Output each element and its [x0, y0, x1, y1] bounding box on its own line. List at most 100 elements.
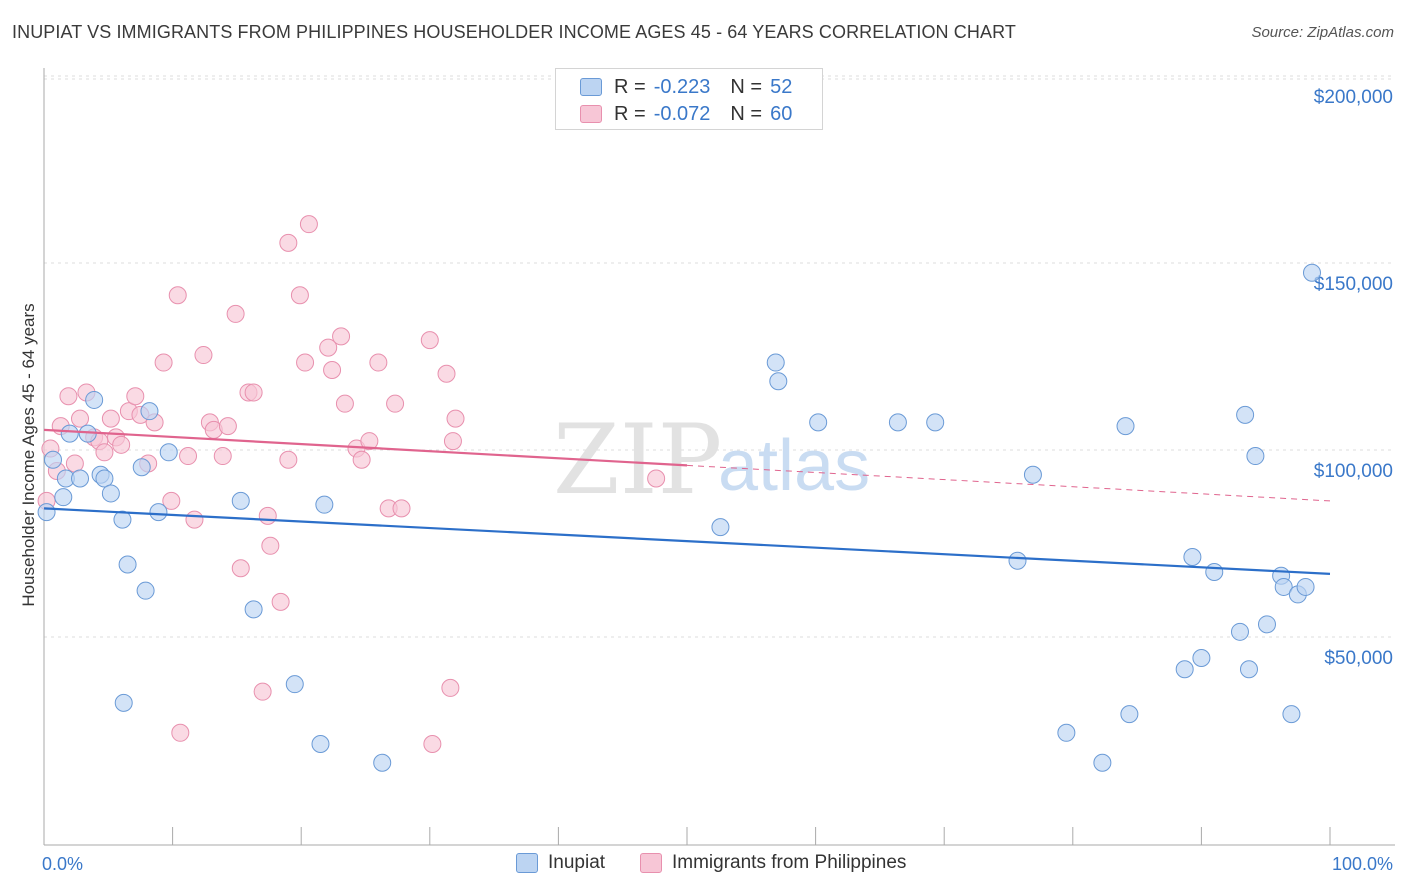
phil-point	[296, 353, 315, 372]
inupiat-point	[1246, 447, 1265, 466]
legend-n-label: N =	[730, 102, 763, 125]
phil-point	[441, 678, 460, 697]
phil-point	[437, 364, 456, 383]
inupiat-point	[1296, 577, 1315, 596]
phil-point	[290, 286, 309, 305]
bottom-legend-swatch-inupiat	[516, 853, 538, 873]
inupiat-point	[1302, 263, 1321, 282]
chart-title: INUPIAT VS IMMIGRANTS FROM PHILIPPINES H…	[12, 22, 1016, 42]
phil-point	[168, 286, 187, 305]
phil-point	[420, 331, 439, 350]
legend-row-phil: R = -0.072 N = 60	[580, 102, 792, 126]
phil-point	[244, 383, 263, 402]
inupiat-point	[37, 503, 56, 522]
inupiat-point	[1183, 548, 1202, 567]
legend-n-value-phil: 60	[770, 102, 793, 125]
phil-point	[323, 361, 342, 380]
tick-labels: $50,000 $100,000 $150,000 $200,000 0.0% 100.0…	[42, 87, 1393, 874]
phil-point	[271, 592, 290, 611]
inupiat-point	[44, 450, 63, 469]
phil-point	[71, 409, 90, 428]
inupiat-point	[1236, 405, 1255, 424]
grid-lines	[44, 75, 1395, 638]
watermark: ZIP atlas	[553, 404, 870, 516]
bottom-legend-swatch-phil	[640, 853, 662, 873]
legend-row-inupiat: R = -0.223 N = 52	[580, 75, 792, 99]
phil-point	[218, 417, 237, 436]
legend-r-label: R =	[614, 102, 646, 125]
bottom-legend-label-phil: Immigrants from Philippines	[672, 852, 907, 873]
phil-point	[126, 387, 145, 406]
inupiat-point	[140, 402, 159, 421]
phil-point	[185, 510, 204, 529]
inupiat-point	[114, 693, 133, 712]
inupiat-point	[888, 413, 907, 432]
inupiat-point	[1274, 577, 1293, 596]
inupiat-point	[769, 372, 788, 391]
inupiat-point	[71, 469, 90, 488]
y-tick-label: $50,000	[1324, 648, 1393, 669]
phil-point	[369, 353, 388, 372]
legend-swatch-phil	[580, 105, 602, 123]
inupiat-point	[60, 424, 79, 443]
phil-point	[154, 353, 173, 372]
phil-point	[332, 327, 351, 346]
y-tick-label: $200,000	[1314, 87, 1393, 108]
series-inupiat-points	[37, 263, 1321, 772]
phil-point	[360, 432, 379, 451]
trend-line-phil	[43, 428, 688, 467]
inupiat-point	[1023, 465, 1042, 484]
stats-legend: R = -0.223 N = 52 R = -0.072 N = 60	[555, 68, 823, 130]
legend-n-value-inupiat: 52	[770, 75, 793, 98]
inupiat-point	[1239, 660, 1258, 679]
phil-point	[299, 215, 318, 234]
phil-point	[335, 394, 354, 413]
phil-point	[179, 447, 198, 466]
phil-point	[171, 723, 190, 742]
legend-r-label: R =	[614, 75, 646, 98]
y-tick-label: $150,000	[1314, 274, 1393, 295]
x-tick-label: 0.0%	[42, 854, 83, 874]
bottom-legend-inupiat: Inupiat	[516, 852, 605, 874]
phil-point	[647, 469, 666, 488]
phil-point	[258, 506, 277, 525]
x-tick-label: 100.0%	[1332, 854, 1393, 874]
legend-r-value-phil: -0.072	[653, 102, 711, 125]
phil-point	[253, 682, 272, 701]
source-label: Source: ZipAtlas.com	[1251, 24, 1394, 41]
inupiat-point	[809, 413, 828, 432]
phil-point	[446, 409, 465, 428]
legend-n-label: N =	[730, 75, 763, 98]
phil-point	[101, 409, 120, 428]
inupiat-point	[1192, 649, 1211, 667]
phil-point	[352, 450, 371, 469]
inupiat-point	[95, 469, 114, 488]
bottom-legend-label-inupiat: Inupiat	[548, 852, 606, 873]
inupiat-point	[113, 510, 132, 529]
inupiat-point	[285, 675, 304, 694]
phil-point	[392, 499, 411, 518]
phil-point	[231, 559, 250, 578]
inupiat-point	[244, 600, 263, 619]
inupiat-point	[1120, 705, 1139, 724]
inupiat-point	[149, 503, 168, 522]
inupiat-point	[101, 484, 120, 503]
inupiat-point	[132, 458, 151, 477]
axes	[43, 68, 1395, 846]
phil-point	[319, 338, 338, 357]
inupiat-point	[85, 390, 104, 409]
inupiat-point	[1230, 622, 1249, 641]
inupiat-point	[1057, 723, 1076, 742]
inupiat-point	[373, 753, 392, 772]
phil-point	[112, 435, 131, 454]
phil-point	[194, 346, 213, 365]
trend-line-phil-extension	[686, 464, 1331, 502]
phil-point	[423, 735, 442, 754]
inupiat-point	[315, 495, 334, 514]
phil-point	[386, 394, 405, 413]
phil-point	[443, 432, 462, 451]
phil-point	[279, 233, 298, 252]
phil-point	[59, 387, 78, 406]
inupiat-point	[1282, 705, 1301, 724]
inupiat-point	[231, 491, 250, 510]
